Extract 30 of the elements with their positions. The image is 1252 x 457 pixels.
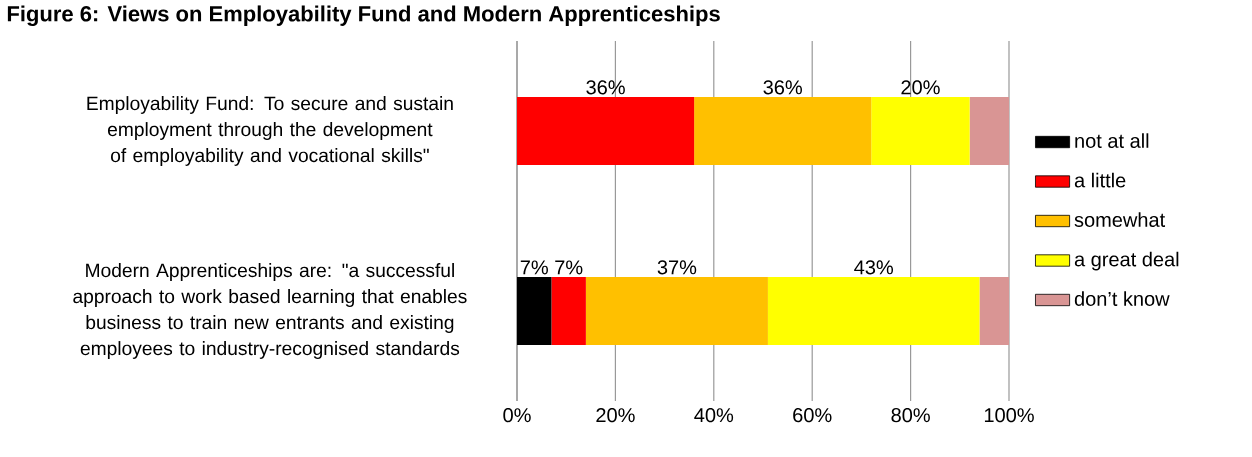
y-tick-label: Employability Fund: To secure and sustain employment through the development of employability and vocational skills" <box>87 96 453 166</box>
x-tick-label: 0% <box>503 408 531 423</box>
bar <box>517 277 552 345</box>
x-tick-label: 80% <box>891 408 930 423</box>
bar <box>551 277 586 345</box>
bar <box>517 97 695 165</box>
bar <box>694 97 872 165</box>
data-label: 7% <box>555 260 583 275</box>
data-label: 37% <box>657 260 697 275</box>
data-label: 43% <box>854 260 894 275</box>
bar <box>979 277 1009 345</box>
data-label: 36% <box>763 80 802 95</box>
bar <box>585 277 768 345</box>
x-tick-label: 60% <box>793 408 832 423</box>
bar <box>969 97 1009 165</box>
x-tick-label: 100% <box>984 408 1034 423</box>
bar <box>767 277 980 345</box>
legend-label: a great deal <box>1074 251 1179 271</box>
legend-label: a little <box>1074 172 1126 188</box>
bar <box>871 97 970 165</box>
y-tick-label: Modern Apprenticeships are: "a successful approach to work based learning that enables business to train new entrants and existing employees to industry-recognised standards <box>73 263 467 359</box>
legend-label: don’t know <box>1074 291 1170 306</box>
chart-title: Figure 6: Views on Employability Fund and Modern Apprenticeships <box>7 5 720 27</box>
data-label: 7% <box>520 260 548 275</box>
x-tick-label: 40% <box>694 408 734 423</box>
legend-label: somewhat <box>1074 212 1166 227</box>
data-label: 20% <box>901 80 940 95</box>
legend-label: not at all <box>1075 133 1149 148</box>
x-tick-label: 20% <box>596 408 635 423</box>
data-label: 36% <box>586 80 625 95</box>
